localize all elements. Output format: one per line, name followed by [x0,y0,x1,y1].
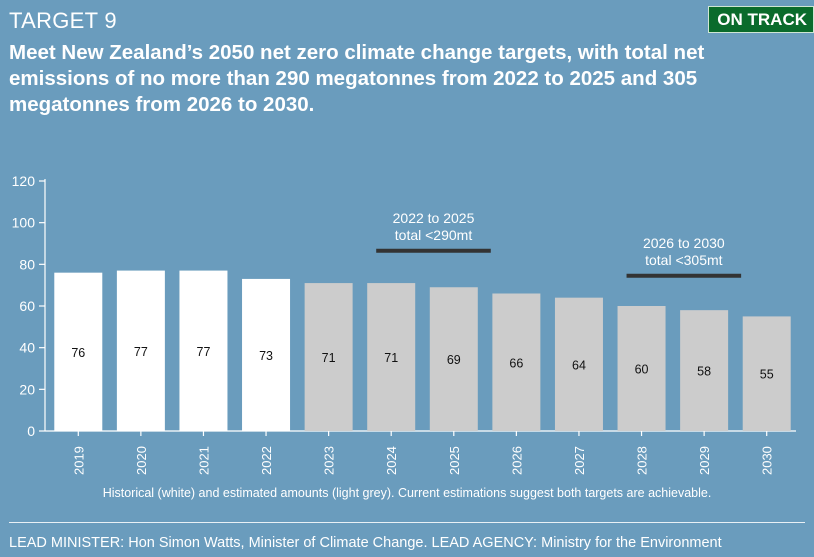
bar-value-label: 69 [447,353,461,367]
headline: Meet New Zealand’s 2050 net zero climate… [9,41,705,116]
bar-2020 [116,270,165,431]
bar-2027 [554,297,603,431]
x-tick-label: 2030 [760,446,775,475]
x-tick-label: 2025 [447,446,462,475]
target-annotation-period: 2022 to 2025 [393,210,475,226]
y-tick-label: 60 [19,298,35,314]
footer-divider [9,522,805,523]
bar-value-label: 71 [384,351,398,365]
bar-2029 [680,310,729,431]
x-tick-label: 2022 [259,446,274,475]
bar-value-label: 58 [697,365,711,379]
bar-value-label: 73 [259,349,273,363]
bar-2024 [367,283,416,431]
y-tick-label: 20 [19,381,35,397]
bar-value-label: 77 [134,345,148,359]
target-label: TARGET 9 [9,8,117,33]
bar-value-label: 76 [71,346,85,360]
x-tick-label: 2026 [509,446,524,475]
x-tick-label: 2027 [572,446,587,475]
chart-footnote: Historical (white) and estimated amounts… [102,486,712,500]
bar-value-label: 77 [197,345,211,359]
x-tick-label: 2019 [71,446,86,475]
x-tick-label: 2020 [134,446,149,475]
bar-2019 [54,272,103,431]
bar-2028 [617,306,666,431]
target-annotation-limit: total <290mt [395,227,473,243]
x-tick-label: 2029 [697,446,712,475]
footer-lead-info: LEAD MINISTER: Hon Simon Watts, Minister… [9,535,722,551]
bar-value-label: 71 [322,351,336,365]
x-tick-label: 2028 [635,446,650,475]
bar-value-label: 55 [760,368,774,382]
x-tick-label: 2021 [196,446,211,475]
y-tick-label: 0 [27,423,35,439]
bar-2022 [242,278,291,431]
x-tick-label: 2024 [384,446,399,475]
bar-2023 [304,283,353,431]
y-tick-label: 80 [19,256,35,272]
y-tick-label: 120 [12,173,36,189]
x-tick-label: 2023 [322,446,337,475]
bar-2030 [742,316,791,431]
emissions-bar-chart: 0 20 40 60 80 100 120 76 2019 77 2020 77 2021 73 2022 7… [12,173,796,475]
bar-value-label: 64 [572,358,586,372]
target-annotation-limit: total <305mt [645,252,723,268]
bar-value-label: 66 [509,356,523,370]
bar-2025 [429,287,478,431]
status-badge: ON TRACK [708,6,814,33]
bar-2026 [492,293,541,431]
y-tick-label: 100 [12,215,36,231]
bar-2021 [179,270,228,431]
bar-value-label: 60 [635,363,649,377]
y-tick-label: 40 [19,340,35,356]
target-annotation-period: 2026 to 2030 [643,235,725,251]
